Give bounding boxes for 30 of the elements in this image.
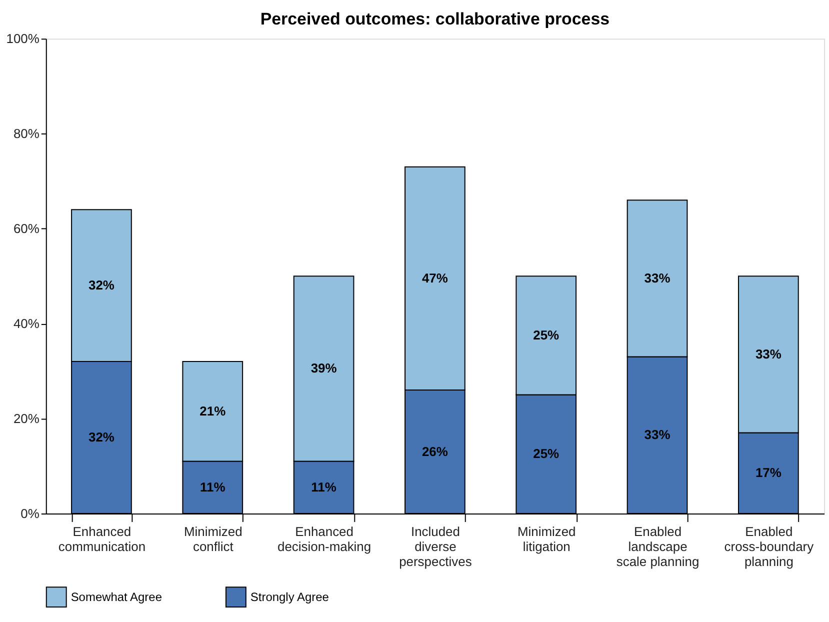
y-tick-label: 80%	[13, 126, 40, 142]
data-label: 11%	[200, 479, 226, 494]
data-label: 26%	[422, 444, 448, 459]
data-label: 11%	[311, 479, 337, 494]
data-label: 39%	[310, 360, 338, 376]
data-label: 17%	[755, 465, 782, 480]
x-tick-label: Enabled landscape scale planning	[616, 524, 700, 569]
y-tick-label: 40%	[13, 316, 40, 332]
x-tick-label: Enhanced communication	[58, 524, 146, 554]
data-label: 32%	[88, 430, 115, 445]
y-tick-label: 100%	[6, 31, 40, 46]
x-tick-label: Included diverse perspectives	[399, 524, 472, 569]
legend-label: Somewhat Agree	[70, 590, 162, 604]
x-tick-label: Minimized conflict	[184, 524, 242, 554]
y-tick-label: 0%	[20, 506, 40, 521]
x-tick-label: Enabled cross-boundary planning	[724, 524, 814, 569]
data-label: 47%	[422, 270, 448, 286]
data-label: 25%	[533, 327, 560, 342]
x-tick-label: Minimized litigation	[517, 524, 576, 554]
y-tick-label: 60%	[13, 221, 40, 236]
data-label: 33%	[644, 270, 671, 286]
data-label: 25%	[533, 446, 560, 462]
data-label: 33%	[644, 427, 671, 442]
legend-label: Strongly Agree	[250, 590, 330, 604]
data-label: 33%	[755, 346, 782, 362]
data-label: 21%	[200, 403, 226, 418]
x-tick-label: Enhanced decision-making	[277, 524, 372, 554]
data-label: 32%	[88, 278, 115, 293]
y-tick-label: 20%	[13, 411, 40, 426]
chart-title: Perceived outcomes: collaborative process	[260, 10, 610, 29]
